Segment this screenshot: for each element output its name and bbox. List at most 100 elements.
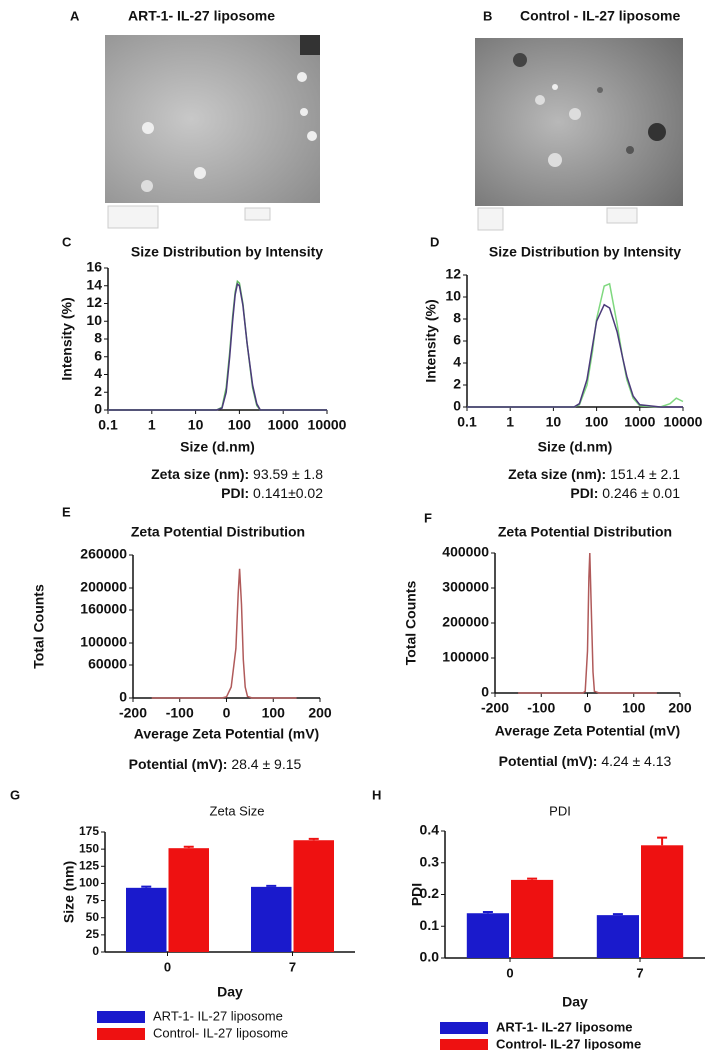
data-line [467, 282, 684, 408]
error-bar [482, 910, 493, 914]
legend-swatch [440, 1039, 488, 1050]
panel-label: D [430, 234, 439, 249]
annotation-value: 0.141±0.02 [253, 485, 323, 501]
y-tick-label: 12 [86, 294, 102, 310]
bar [251, 886, 292, 952]
x-axis-label: Average Zeta Potential (mV) [134, 726, 319, 742]
annotation-value: 28.4 ± 9.15 [231, 756, 301, 772]
chart-title: Zeta Potential Distribution [131, 524, 305, 540]
y-tick-label: 4 [453, 354, 461, 370]
bar [466, 913, 509, 958]
x-tick-label: -200 [481, 700, 509, 716]
x-tick-label: 10 [188, 417, 204, 433]
data-line [467, 303, 683, 408]
chart-title: Zeta Size [210, 803, 265, 818]
x-tick-label: 10 [546, 414, 562, 430]
x-tick-label: 7 [289, 959, 296, 974]
annotation: Zeta size (nm): 151.4 ± 2.1 [508, 466, 680, 482]
bar [293, 840, 334, 952]
annotation-label: PDI: [570, 485, 598, 501]
error-bar [266, 884, 277, 887]
annotation: PDI: 0.246 ± 0.01 [570, 485, 680, 501]
x-tick-label: 100 [228, 417, 252, 433]
y-axis-label: Intensity (%) [423, 299, 439, 382]
annotation-value: 0.246 ± 0.01 [602, 485, 680, 501]
annotation-label: Zeta size (nm): [151, 466, 249, 482]
y-tick-label: 400000 [442, 544, 489, 560]
bar [168, 848, 209, 952]
y-tick-label: 150 [79, 841, 99, 855]
x-tick-label: 0.1 [98, 417, 118, 433]
x-tick-label: 0 [506, 965, 513, 980]
x-axis-label: Day [562, 994, 588, 1010]
y-tick-label: 175 [79, 824, 99, 838]
y-tick-label: 16 [86, 259, 102, 275]
annotation-value: 93.59 ± 1.8 [253, 466, 323, 482]
x-tick-label: 0 [164, 959, 171, 974]
y-tick-label: 100000 [442, 649, 489, 665]
x-tick-label: 10000 [664, 414, 703, 430]
y-axis-label: Intensity (%) [59, 297, 75, 380]
image-title: Control - IL-27 liposome [520, 8, 680, 24]
legend-swatch [97, 1011, 145, 1023]
tem-image-b [475, 38, 683, 231]
annotation: Potential (mV): 4.24 ± 4.13 [499, 753, 672, 769]
x-tick-label: 0.1 [457, 414, 477, 430]
annotation-label: Potential (mV): [499, 753, 598, 769]
x-tick-label: 7 [636, 965, 643, 980]
legend-label: ART-1- IL-27 liposome [496, 1019, 633, 1034]
y-tick-label: 14 [86, 276, 102, 292]
chart-title: Zeta Potential Distribution [498, 524, 672, 540]
y-tick-label: 125 [79, 858, 99, 872]
y-tick-label: 6 [94, 347, 102, 363]
annotation: Zeta size (nm): 93.59 ± 1.8 [151, 466, 323, 482]
error-bar [527, 877, 538, 880]
chart-title: Size Distribution by Intensity [131, 244, 323, 260]
y-axis-label: Total Counts [31, 584, 47, 669]
y-tick-label: 10 [86, 312, 102, 328]
annotation-label: Potential (mV): [129, 756, 228, 772]
y-tick-label: 4 [94, 365, 102, 381]
error-bar [657, 836, 668, 846]
annotation-label: PDI: [221, 485, 249, 501]
data-line [108, 279, 327, 411]
panel-label: B [483, 8, 492, 23]
y-tick-label: 0 [481, 684, 489, 700]
annotation-value: 4.24 ± 4.13 [601, 753, 671, 769]
x-tick-label: 100 [622, 700, 646, 716]
x-tick-label: -100 [166, 705, 194, 721]
panel-label: F [424, 510, 432, 525]
y-tick-label: 0.3 [420, 853, 440, 869]
panel-label: E [62, 504, 71, 519]
bar [596, 915, 639, 958]
x-tick-label: 0 [584, 700, 592, 716]
bar [126, 887, 167, 952]
y-tick-label: 100 [79, 876, 99, 890]
x-tick-label: 200 [308, 705, 332, 721]
y-tick-label: 160000 [80, 601, 127, 617]
annotation: Potential (mV): 28.4 ± 9.15 [129, 756, 302, 772]
annotation-label: Zeta size (nm): [508, 466, 606, 482]
y-tick-label: 12 [445, 266, 461, 282]
y-tick-label: 0 [119, 689, 127, 705]
y-tick-label: 200000 [442, 614, 489, 630]
y-axis-label: PDI [409, 883, 425, 906]
panel-label: H [372, 787, 381, 802]
tem-image-a [105, 35, 320, 229]
error-bar [141, 885, 152, 888]
image-title: ART-1- IL-27 liposome [128, 8, 275, 24]
bar [641, 845, 684, 958]
x-tick-label: -100 [527, 700, 555, 716]
error-bar [612, 913, 623, 916]
y-tick-label: 300000 [442, 579, 489, 595]
y-tick-label: 60000 [88, 656, 127, 672]
x-axis-label: Size (d.nm) [538, 439, 613, 455]
data-line [151, 568, 297, 699]
x-tick-label: 0 [223, 705, 231, 721]
data-line [518, 552, 657, 694]
legend-swatch [97, 1028, 145, 1040]
panel-label: G [10, 787, 20, 802]
x-tick-label: 1 [506, 414, 514, 430]
y-tick-label: 10 [445, 288, 461, 304]
